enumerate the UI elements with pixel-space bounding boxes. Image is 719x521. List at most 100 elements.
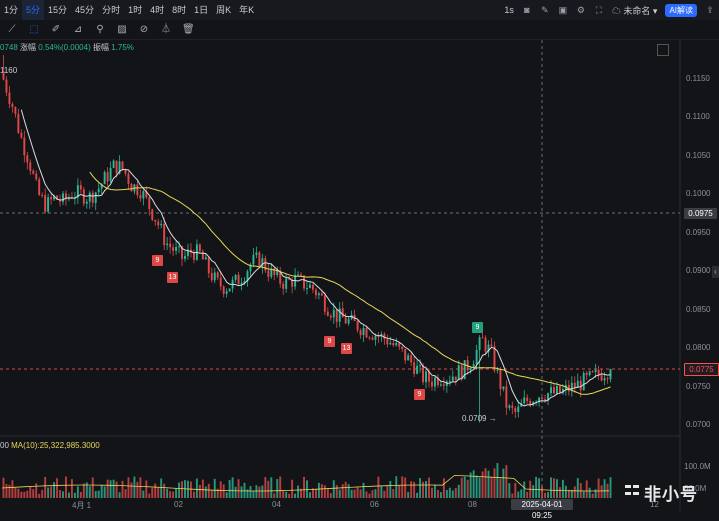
fullscreen-icon[interactable] xyxy=(657,44,669,56)
edit-icon[interactable]: ✎ xyxy=(541,5,549,15)
volume-bar xyxy=(591,493,594,498)
tf-45m[interactable]: 45分 xyxy=(75,5,95,15)
candle-body xyxy=(261,258,264,267)
volume-bar xyxy=(520,489,523,498)
camera-icon[interactable]: ◙ xyxy=(524,5,530,15)
candle-body xyxy=(41,194,44,196)
candle-body xyxy=(291,279,294,287)
text-tool-icon[interactable]: ⊿ xyxy=(73,23,83,35)
x-tick: 04 xyxy=(272,500,281,509)
candle-body xyxy=(416,365,419,374)
select-tool-icon[interactable]: ⬚ xyxy=(29,23,39,35)
tf-1d[interactable]: 1日 xyxy=(194,5,209,15)
candle-body xyxy=(23,137,26,156)
volume-bar xyxy=(558,487,561,498)
tf-timeshare[interactable]: 分时 xyxy=(102,5,121,15)
collapse-arrow-icon[interactable]: ‹ xyxy=(712,266,719,278)
candle-body xyxy=(499,369,502,390)
volume-bar xyxy=(47,487,50,498)
volume-bar xyxy=(103,486,106,498)
candle-body xyxy=(306,288,308,290)
td-sequence-marker: 9 xyxy=(324,336,335,347)
volume-bar xyxy=(91,477,94,498)
tf-year[interactable]: 年K xyxy=(239,5,255,15)
filter-icon[interactable]: ⏃ xyxy=(161,23,171,35)
high-price-label: 1160 xyxy=(0,66,18,75)
volume-bar xyxy=(255,485,258,498)
candle-body xyxy=(582,372,585,391)
candle-body xyxy=(243,281,246,284)
gear-icon[interactable]: ⚙ xyxy=(576,5,585,15)
tf-5m[interactable]: 5分 xyxy=(22,0,45,20)
candle-body xyxy=(377,335,380,337)
candle-body xyxy=(26,155,29,163)
volume-bar xyxy=(463,476,466,498)
candle-body xyxy=(11,104,14,107)
volume-bar xyxy=(160,478,163,498)
volume-bar xyxy=(29,486,32,498)
image-tool-icon[interactable]: ▨ xyxy=(117,23,127,35)
watermark-logo-icon xyxy=(625,485,639,495)
volume-bar xyxy=(306,480,308,498)
volume-bar xyxy=(433,484,436,498)
tf-week[interactable]: 周K xyxy=(216,5,232,15)
candle-body xyxy=(82,189,85,204)
candle-body xyxy=(392,343,395,346)
candle-body xyxy=(65,193,67,200)
volume-bar xyxy=(597,478,600,498)
volume-bar xyxy=(407,491,410,498)
tf-1h[interactable]: 1时 xyxy=(128,5,143,15)
volume-bar xyxy=(532,485,535,498)
volume-bar xyxy=(294,493,297,498)
candle-body xyxy=(285,278,288,289)
volume-bar xyxy=(570,489,573,498)
candle-body xyxy=(246,271,249,282)
layout-name[interactable]: ☁ 未命名 ▾ xyxy=(611,5,658,16)
volume-bar xyxy=(115,481,118,498)
candle-body xyxy=(264,258,267,271)
tf-1m[interactable]: 1分 xyxy=(4,5,19,15)
volume-bar xyxy=(553,478,555,498)
ai-button[interactable]: AI解读 xyxy=(665,3,697,17)
volume-bar xyxy=(535,476,538,498)
candle-body xyxy=(567,384,570,392)
volume-bar xyxy=(466,479,469,498)
line-tool-icon[interactable]: ⟋ xyxy=(8,23,16,35)
measure-tool-icon[interactable]: ⚲ xyxy=(96,23,104,35)
tf-8h[interactable]: 8时 xyxy=(172,5,187,15)
candle-body xyxy=(130,184,133,192)
candle-body xyxy=(309,284,311,289)
interval-label[interactable]: 1s xyxy=(504,5,514,15)
volume-bar xyxy=(252,490,255,498)
candle-body xyxy=(189,249,192,253)
candle-body xyxy=(585,372,588,376)
expand-icon[interactable]: ⛶ xyxy=(595,5,603,15)
volume-bar xyxy=(195,478,198,498)
volume-bar xyxy=(362,482,365,498)
pen-tool-icon[interactable]: ✐ xyxy=(51,23,61,35)
volume-bar xyxy=(436,489,439,498)
candle-body xyxy=(481,337,484,339)
volume-bar xyxy=(85,482,88,498)
tf-4h[interactable]: 4时 xyxy=(150,5,165,15)
candle-body xyxy=(609,368,612,380)
share-icon[interactable]: ⇪ xyxy=(706,5,714,15)
volume-bar xyxy=(240,486,243,498)
volume-bar xyxy=(561,479,564,498)
candle-body xyxy=(344,317,347,324)
volume-bar xyxy=(65,476,67,498)
volume-bar xyxy=(303,476,305,498)
candle-body xyxy=(439,384,442,386)
volume-bar xyxy=(67,492,70,498)
template-icon[interactable]: ▣ xyxy=(558,5,568,15)
volume-bar xyxy=(350,489,353,498)
candle-body xyxy=(145,191,148,198)
ruler-tool-icon[interactable]: ⊘ xyxy=(139,23,149,35)
volume-bar xyxy=(564,485,567,498)
tf-15m[interactable]: 15分 xyxy=(48,5,68,15)
y-tick: 0.0750 xyxy=(686,382,711,391)
candle-body xyxy=(142,191,145,199)
volume-bar xyxy=(166,488,169,498)
trash-icon[interactable]: 🗑 xyxy=(182,23,195,35)
